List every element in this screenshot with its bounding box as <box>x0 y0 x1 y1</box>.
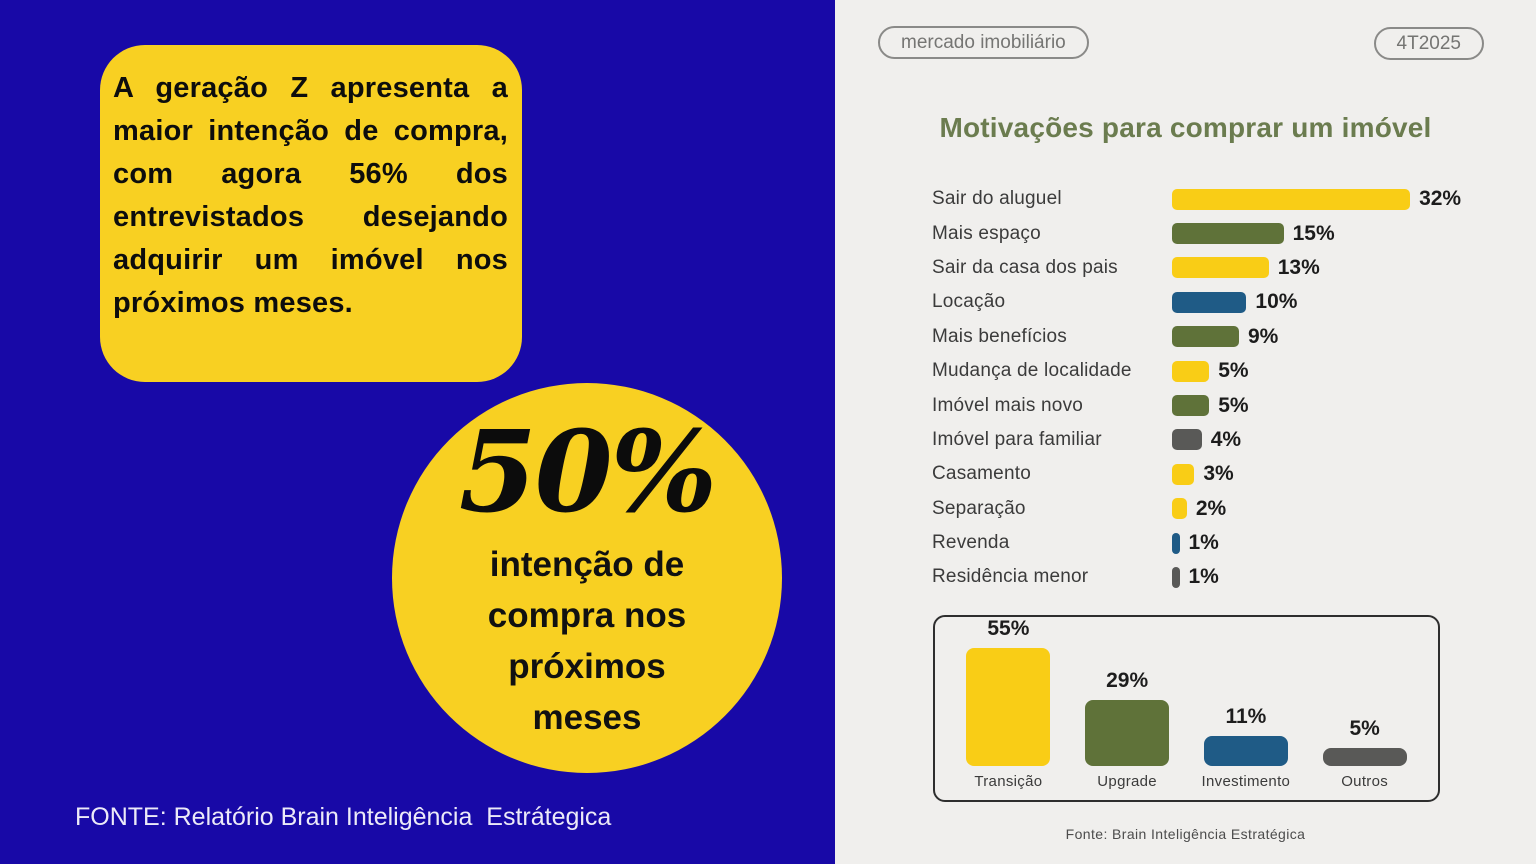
bar <box>1172 291 1247 313</box>
chart-row: Locação 10% <box>932 285 1502 319</box>
category-label: Outros <box>1341 773 1389 790</box>
bar <box>1172 566 1180 588</box>
value-label: 32% <box>1419 187 1462 211</box>
category-label: Mais benefícios <box>932 325 1068 347</box>
bar <box>1172 360 1210 382</box>
segments-box: 55% Transição 29% Upgrade 11% Investimento 5% O… <box>933 615 1440 802</box>
value-label: 4% <box>1210 427 1242 451</box>
bar <box>1203 736 1288 766</box>
right-panel: mercado imobiliário 4T2025 Motivações pa… <box>835 0 1536 864</box>
segments-bar-chart: 55% Transição 29% Upgrade 11% Investimento 5% O… <box>935 617 1438 800</box>
chart-row: Casamento 3% <box>932 457 1502 491</box>
category-label: Sair do aluguel <box>932 188 1062 210</box>
stat-circle: 50% intenção de compra nos próximos mese… <box>392 383 782 773</box>
value-label: 5% <box>1218 393 1249 417</box>
chart-column: 55% Transição <box>954 617 1062 790</box>
category-label: Separação <box>932 497 1026 519</box>
source-note-left: FONTE: Relatório Brain Inteligência Estr… <box>75 803 612 831</box>
value-label: 3% <box>1203 462 1234 486</box>
bar <box>1172 532 1180 554</box>
chart-row: Mudança de localidade 5% <box>932 354 1502 388</box>
bar <box>1172 257 1269 279</box>
chart-row: Mais espaço 15% <box>932 216 1502 250</box>
stat-value: 50% <box>458 407 717 538</box>
value-label: 9% <box>1247 324 1279 348</box>
chart-row: Imóvel para familiar 4% <box>932 423 1502 457</box>
headline-box: A geração Z apresenta a maior intenção d… <box>100 45 522 382</box>
value-label: 29% <box>1106 669 1149 692</box>
value-label: 13% <box>1277 255 1320 279</box>
value-label: 15% <box>1292 221 1335 245</box>
chart-column: 5% Outros <box>1311 717 1419 790</box>
bar <box>966 648 1051 766</box>
chart-column: 11% Investimento <box>1192 705 1300 790</box>
chart-row: Sair da casa dos pais 13% <box>932 251 1502 285</box>
category-label: Revenda <box>932 532 1010 554</box>
stat-caption: intenção de compra nos próximos meses <box>487 545 687 737</box>
value-label: 2% <box>1195 496 1227 520</box>
value-label: 5% <box>1218 359 1249 383</box>
bar <box>1322 748 1407 766</box>
category-label: Casamento <box>932 463 1031 485</box>
chart-column: 29% Upgrade <box>1073 669 1181 790</box>
category-label: Sair da casa dos pais <box>932 256 1118 278</box>
bar <box>1172 326 1239 348</box>
bar <box>1172 188 1411 210</box>
chart-row: Residência menor 1% <box>932 560 1502 594</box>
source-note-right: Fonte: Brain Inteligência Estratégica <box>1065 826 1306 842</box>
chart-row: Mais benefícios 9% <box>932 320 1502 354</box>
bar <box>1172 395 1210 417</box>
bar <box>1085 700 1170 766</box>
bar <box>1172 223 1284 245</box>
value-label: 5% <box>1349 717 1380 740</box>
chart-row: Sair do aluguel 32% <box>932 182 1502 216</box>
chart-title: Motivações para comprar um imóvel <box>939 112 1432 143</box>
category-label: Mudança de localidade <box>932 360 1132 382</box>
value-label: 1% <box>1188 565 1219 589</box>
bar <box>1172 429 1202 451</box>
chart-row: Revenda 1% <box>932 526 1502 560</box>
category-label: Imóvel para familiar <box>932 428 1102 450</box>
chart-row: Imóvel mais novo 5% <box>932 388 1502 422</box>
category-label: Transição <box>974 773 1043 790</box>
value-label: 11% <box>1225 705 1267 728</box>
tag-mercado-imobiliario: mercado imobiliário <box>878 26 1089 59</box>
tag-quarter: 4T2025 <box>1373 27 1484 60</box>
bar <box>1172 463 1195 485</box>
category-label: Investimento <box>1201 773 1291 790</box>
left-panel: A geração Z apresenta a maior intenção d… <box>0 0 835 864</box>
bar <box>1172 498 1187 520</box>
value-label: 10% <box>1255 290 1298 314</box>
category-label: Residência menor <box>932 566 1089 588</box>
motivations-bar-chart: Sair do aluguel 32% Mais espaço 15% Sair da … <box>932 182 1502 595</box>
category-label: Upgrade <box>1097 773 1157 790</box>
category-label: Locação <box>932 291 1006 313</box>
category-label: Mais espaço <box>932 222 1041 244</box>
chart-row: Separação 2% <box>932 492 1502 526</box>
category-label: Imóvel mais novo <box>932 394 1084 416</box>
headline-text: A geração Z apresenta a maior intenção d… <box>113 72 508 319</box>
value-label: 1% <box>1188 531 1219 555</box>
value-label: 55% <box>987 617 1030 640</box>
